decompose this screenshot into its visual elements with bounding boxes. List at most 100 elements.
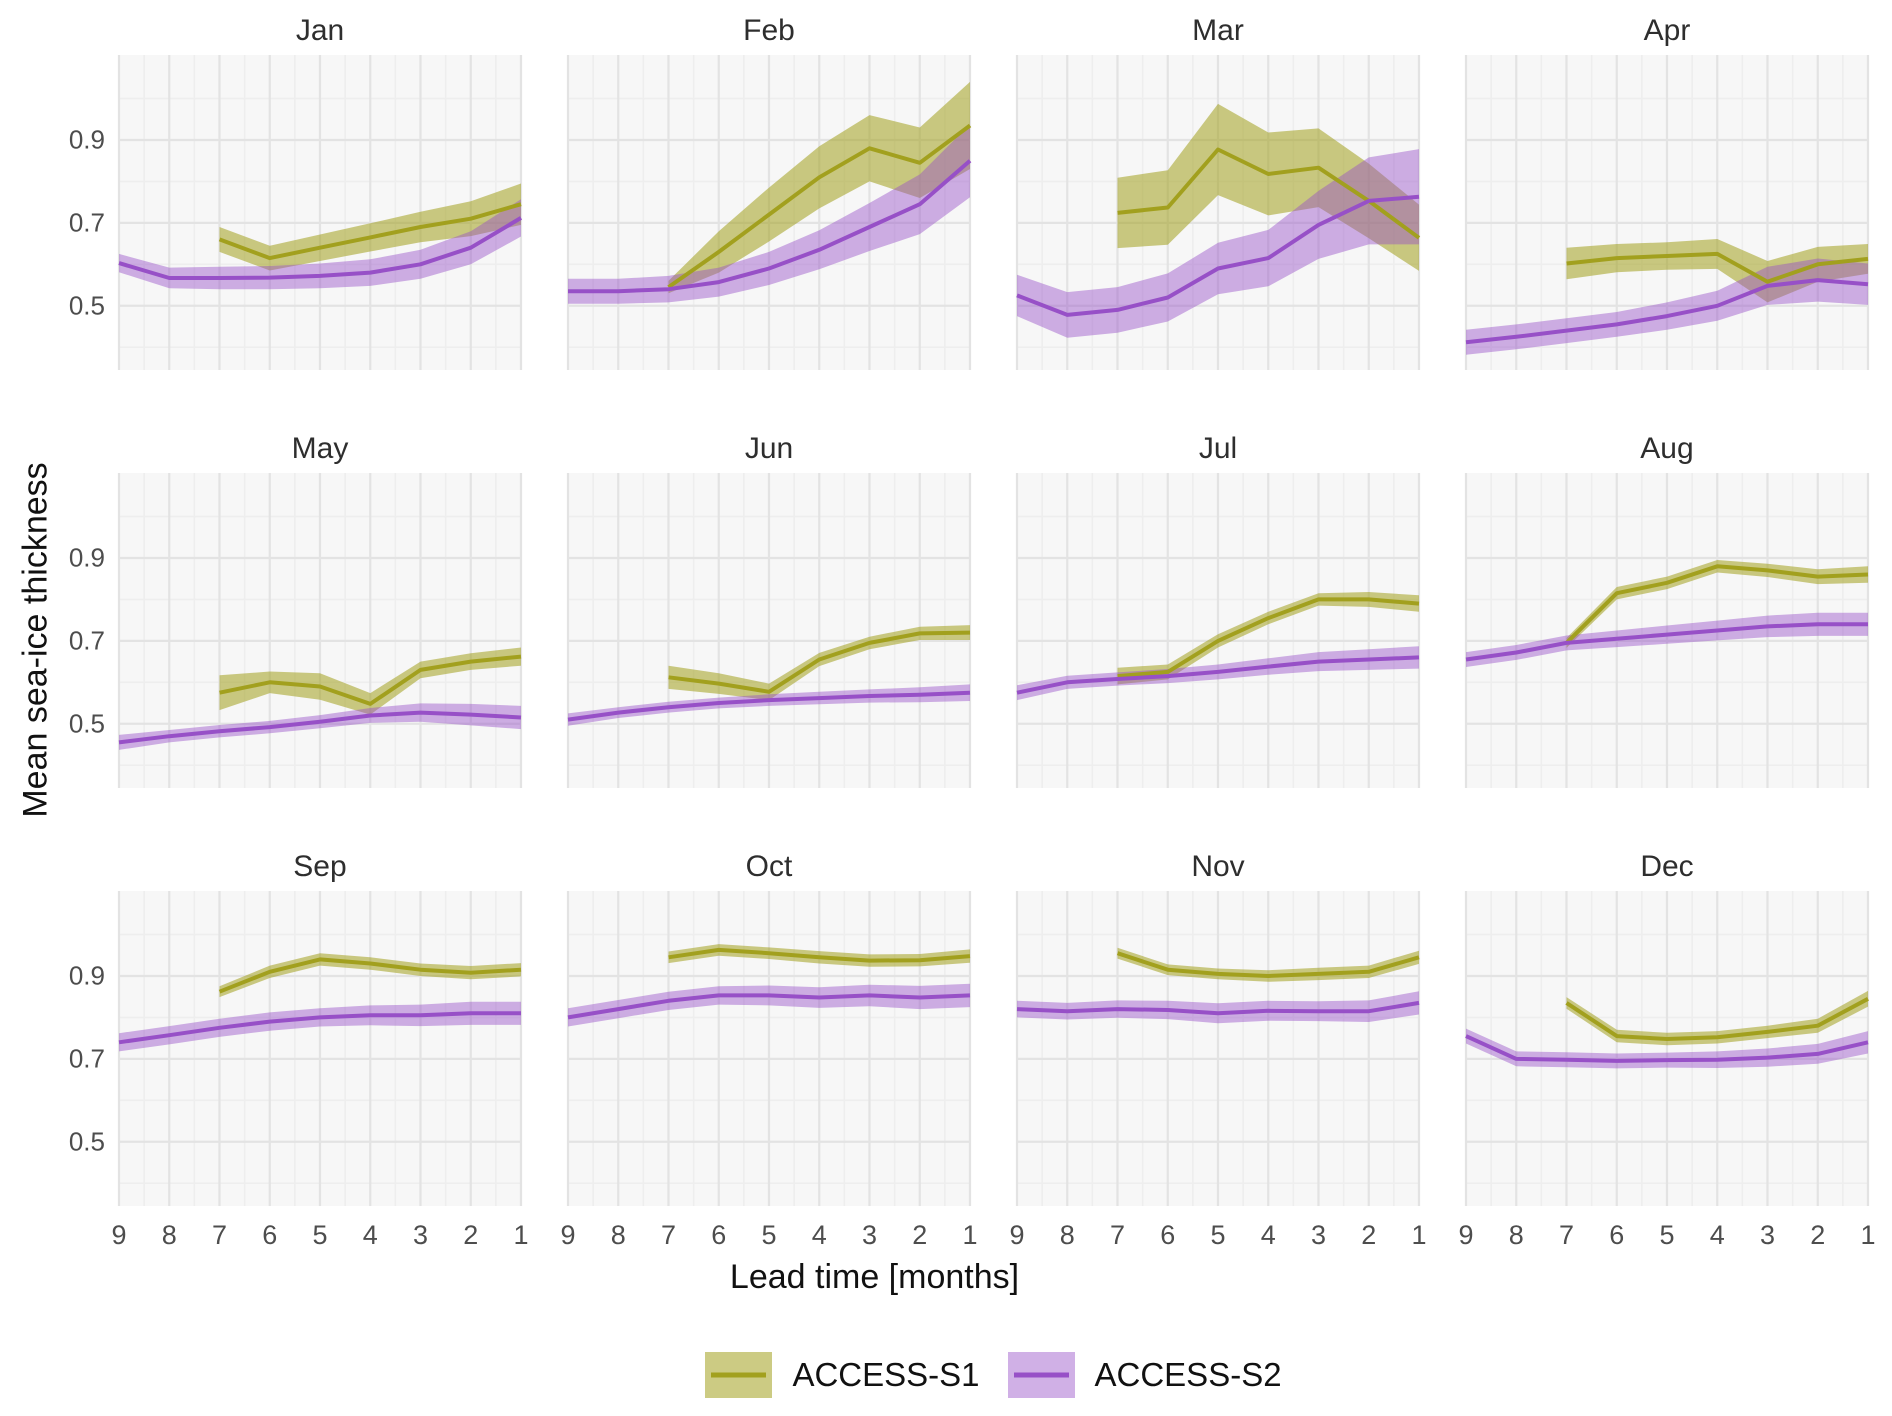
x-tick-label: 8	[1509, 1220, 1524, 1250]
x-tick-label: 5	[1659, 1220, 1674, 1250]
ribbon-access-s2	[119, 703, 521, 750]
legend: ACCESS-S1 ACCESS-S2	[119, 1352, 1868, 1398]
line-access-s2	[118, 216, 523, 280]
facet-row: 0.9 0.7 0.5 May Jun Jul Aug	[0, 432, 1892, 788]
facet-panel-jul	[1015, 473, 1421, 788]
x-tick-label: 7	[212, 1220, 227, 1250]
x-tick-label: 4	[812, 1220, 827, 1250]
facet-jun: Jun	[566, 432, 972, 788]
facet-panel-dec: 9 8 7 6 5 4 3 2 1	[1458, 891, 1876, 1250]
line-access-s2	[1016, 1000, 1420, 1016]
line-access-s1	[1116, 951, 1420, 978]
x-tick-label: 6	[262, 1220, 277, 1250]
y-tick-label: 0.7	[68, 1043, 105, 1074]
x-tick-label: 7	[1559, 1220, 1574, 1250]
facet-title: Nov	[1191, 850, 1245, 883]
ribbon-access-s1	[668, 625, 970, 701]
ribbon-access-s1	[1566, 990, 1868, 1046]
line-access-s1	[1565, 564, 1869, 645]
line-access-s2	[567, 690, 971, 722]
x-tick-label: 1	[1411, 1220, 1426, 1250]
line-access-s1	[668, 630, 971, 694]
facet-panel-nov: 9 8 7 6 5 4 3 2 1	[1009, 891, 1427, 1250]
x-tick-label: 9	[560, 1220, 575, 1250]
line-access-s1	[668, 947, 971, 963]
facet-panel-feb	[566, 55, 972, 370]
ribbon-access-s1	[1566, 560, 1868, 648]
facet-title: Oct	[745, 850, 793, 883]
x-tick-label: 9	[1009, 1220, 1024, 1250]
y-axis-tick-gutter: 0.9 0.7 0.5	[0, 432, 119, 788]
facet-dec: Dec 9 8 7 6 5 4 3 2 1	[1458, 850, 1876, 1258]
facet-sep: Sep 9 8 7 6 5 4 3 2 1	[111, 850, 528, 1258]
x-tick-label: 8	[162, 1220, 177, 1250]
x-tick-label: 3	[413, 1220, 428, 1250]
line-access-s1	[667, 123, 972, 289]
facet-feb: Feb	[566, 14, 972, 370]
x-tick-label: 1	[513, 1220, 528, 1250]
facet-title: Feb	[743, 14, 795, 47]
facet-title: Aug	[1640, 432, 1694, 465]
facet-aug: Aug	[1464, 432, 1870, 788]
ribbon-access-s1	[1566, 239, 1868, 303]
facet-title: Jun	[744, 432, 794, 465]
facet-title: Mar	[1192, 14, 1244, 47]
x-tick-label: 5	[761, 1220, 776, 1250]
x-tick-label: 4	[1710, 1220, 1725, 1250]
legend-label-access-s1: ACCESS-S1	[792, 1356, 980, 1393]
line-access-s2	[1465, 278, 1869, 345]
line-access-s2	[1016, 655, 1420, 695]
legend-swatch-access-s2	[1007, 1352, 1075, 1398]
line-access-s1	[1566, 251, 1869, 284]
facet-title: Jan	[295, 14, 345, 47]
ribbon-access-s1	[219, 183, 521, 271]
facet-title: Jul	[1198, 432, 1238, 465]
facet-oct: Oct 9 8 7 6 5 4 3 2 1	[560, 850, 977, 1258]
legend-line-access-s2-icon	[1013, 1372, 1069, 1378]
ribbon-access-s2	[1017, 149, 1419, 338]
facet-row: 0.9 0.7 0.5 Jan Feb Mar Apr	[0, 14, 1892, 370]
facet-mar: Mar	[1015, 14, 1421, 370]
x-tick-label: 3	[862, 1220, 877, 1250]
x-tick-label: 3	[1760, 1220, 1775, 1250]
facet-panel-jun	[566, 473, 972, 788]
x-tick-label: 1	[962, 1220, 977, 1250]
x-tick-label: 2	[1361, 1220, 1376, 1250]
x-tick-label: 5	[1210, 1220, 1225, 1250]
x-tick-label: 4	[1261, 1220, 1276, 1250]
facet-jul: Jul	[1015, 432, 1421, 788]
x-tick-label: 6	[711, 1220, 726, 1250]
line-access-s2	[118, 710, 522, 745]
x-tick-label: 3	[1311, 1220, 1326, 1250]
facet-apr: Apr	[1464, 14, 1870, 370]
line-access-s2	[568, 159, 972, 294]
facet-panel-mar	[1015, 55, 1421, 370]
x-tick-label: 7	[1110, 1220, 1125, 1250]
y-tick-label: 0.5	[68, 708, 105, 739]
x-tick-label: 6	[1160, 1220, 1175, 1250]
facet-title: Apr	[1643, 14, 1691, 47]
y-axis-tick-gutter: 0.9 0.7 0.5	[0, 850, 119, 1206]
y-tick-label: 0.7	[68, 625, 105, 656]
facet-panel-jan	[117, 55, 523, 370]
ribbon-access-s1	[1117, 592, 1419, 685]
facet-grid: 0.9 0.7 0.5 Jan Feb Mar Apr 0.9 0.7 0.5 May Jun Jul A…	[0, 14, 1892, 1258]
legend-item-access-s2: ACCESS-S2	[1007, 1352, 1282, 1398]
y-tick-label: 0.5	[68, 290, 105, 321]
line-access-s2	[1465, 1034, 1869, 1063]
y-tick-label: 0.9	[68, 960, 105, 991]
ribbon-access-s2	[1017, 991, 1419, 1024]
line-access-s2	[1465, 622, 1868, 662]
x-tick-label: 6	[1609, 1220, 1624, 1250]
legend-label-access-s2: ACCESS-S2	[1094, 1356, 1282, 1393]
x-tick-label: 4	[363, 1220, 378, 1250]
y-tick-label: 0.9	[68, 124, 105, 155]
line-access-s1	[218, 957, 522, 994]
facet-may: May	[117, 432, 523, 788]
y-tick-label: 0.7	[68, 207, 105, 238]
facet-panel-aug	[1464, 473, 1870, 788]
line-access-s1	[1117, 597, 1420, 679]
line-access-s1	[218, 202, 522, 261]
x-axis-title: Lead time [months]	[729, 1258, 1020, 1296]
